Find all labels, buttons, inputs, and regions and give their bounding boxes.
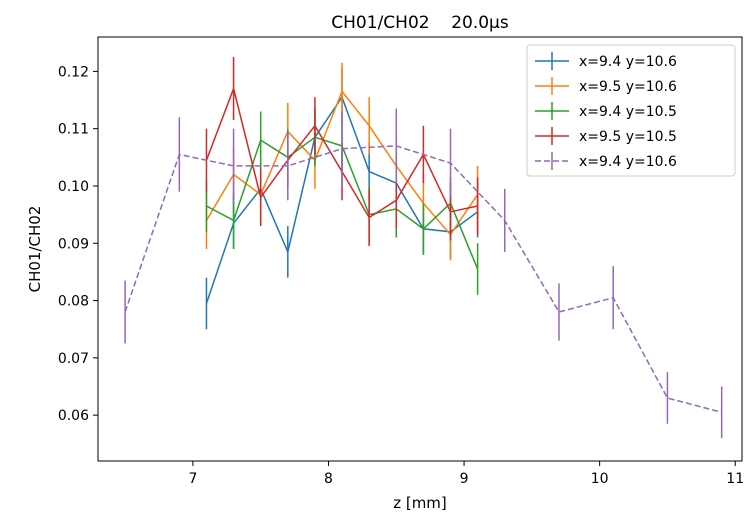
- y-tick-label: 0.08: [58, 294, 89, 310]
- y-tick-label: 0.07: [58, 351, 89, 367]
- y-tick-label: 0.09: [58, 236, 89, 252]
- y-axis: 0.06 0.07 0.08 0.09 0.10 0.11 0.12: [58, 64, 98, 424]
- y-tick-label: 0.10: [58, 179, 89, 195]
- chart-title: CH01/CH02 20.0μs: [331, 13, 509, 33]
- x-axis: 7 8 9 10 11: [188, 461, 744, 487]
- legend-label: x=9.4 y=10.6: [579, 154, 677, 170]
- legend: x=9.4 y=10.6 x=9.5 y=10.6 x=9.4 y=10.5 x=9.…: [526, 44, 736, 177]
- x-axis-label: z [mm]: [393, 494, 447, 512]
- y-tick-label: 0.12: [58, 64, 89, 80]
- y-tick-label: 0.11: [58, 122, 89, 138]
- legend-label: x=9.4 y=10.5: [579, 104, 677, 120]
- legend-label: x=9.5 y=10.5: [579, 129, 677, 145]
- x-tick-label: 8: [324, 471, 333, 487]
- series-5: [124, 108, 723, 439]
- series-line: [124, 145, 722, 414]
- x-tick-label: 10: [591, 471, 609, 487]
- plot-series: [124, 57, 723, 439]
- x-tick-label: 9: [460, 471, 469, 487]
- plot-frame: [97, 36, 743, 462]
- legend-label: x=9.4 y=10.6: [579, 54, 677, 70]
- x-tick-label: 7: [188, 471, 197, 487]
- y-tick-label: 0.06: [58, 408, 89, 424]
- y-axis-label: CH01/CH02: [26, 206, 44, 293]
- x-tick-label: 11: [726, 471, 744, 487]
- legend-label: x=9.5 y=10.6: [579, 79, 677, 95]
- legend-box: [526, 44, 736, 177]
